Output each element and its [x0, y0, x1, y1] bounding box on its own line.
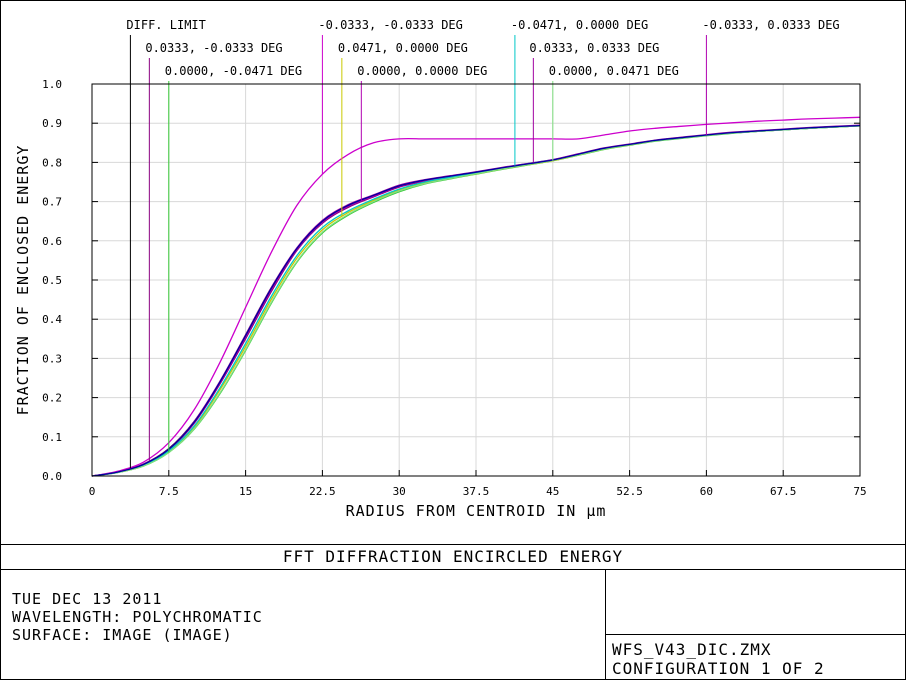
encircled-energy-chart: DIFF. LIMIT 0.0333, -0.0333 DEG 0.0000, -0… [14, 18, 867, 520]
plot-border [91, 83, 861, 477]
x-tick-label: 75 [853, 485, 866, 498]
x-tick-label: 37.5 [463, 485, 490, 498]
series-line [91, 124, 861, 477]
date-text: TUE DEC 13 2011 [12, 590, 163, 608]
footer-divider-vertical [605, 569, 606, 680]
x-tick-label: 0 [89, 485, 96, 498]
y-tick-label: 0.8 [42, 156, 62, 169]
y-tick-label: 0.2 [42, 392, 62, 405]
surface-text: SURFACE: IMAGE (IMAGE) [12, 626, 233, 644]
x-tick-label: 45 [546, 485, 559, 498]
chart-title: FFT DIFFRACTION ENCIRCLED ENERGY [0, 544, 906, 570]
series-line [91, 116, 861, 477]
field-label: -0.0471, 0.0000 DEG [511, 18, 648, 32]
filename-text: WFS_V43_DIC.ZMX [612, 640, 772, 659]
y-tick-label: 0.4 [42, 313, 62, 326]
y-tick-label: 0.6 [42, 235, 62, 248]
file-info-block: WFS_V43_DIC.ZMX CONFIGURATION 1 OF 2 [612, 640, 825, 678]
info-block: TUE DEC 13 2011 WAVELENGTH: POLYCHROMATI… [12, 590, 263, 644]
x-tick-label: 67.5 [770, 485, 797, 498]
field-label: -0.0333, 0.0333 DEG [702, 18, 839, 32]
wavelength-text: WAVELENGTH: POLYCHROMATIC [12, 608, 263, 626]
y-tick-label: 0.1 [42, 431, 62, 444]
x-tick-label: 30 [393, 485, 406, 498]
field-label: 0.0333, 0.0333 DEG [529, 41, 659, 55]
field-label: 0.0471, 0.0000 DEG [338, 41, 468, 55]
x-tick-label: 7.5 [159, 485, 179, 498]
x-axis-label: RADIUS FROM CENTROID IN µm [346, 502, 607, 520]
field-label: 0.0333, -0.0333 DEG [145, 41, 282, 55]
field-label: 0.0000, -0.0471 DEG [165, 64, 302, 78]
configuration-text: CONFIGURATION 1 OF 2 [612, 659, 825, 678]
footer-divider-horizontal [606, 634, 906, 635]
field-label: 0.0000, 0.0471 DEG [549, 64, 679, 78]
x-tick-label: 22.5 [309, 485, 336, 498]
y-axis-label: FRACTION OF ENCLOSED ENERGY [14, 145, 32, 416]
y-tick-label: 0.3 [42, 352, 62, 365]
y-tick-label: 0.5 [42, 274, 62, 287]
field-label: DIFF. LIMIT [126, 18, 205, 32]
x-tick-label: 52.5 [616, 485, 643, 498]
x-tick-label: 15 [239, 485, 252, 498]
y-tick-label: 0.9 [42, 117, 62, 130]
y-tick-label: 1.0 [42, 78, 62, 91]
y-tick-label: 0.7 [42, 196, 62, 209]
x-tick-label: 60 [700, 485, 713, 498]
field-label: -0.0333, -0.0333 DEG [318, 18, 463, 32]
y-tick-label: 0.0 [42, 470, 62, 483]
field-label: 0.0000, 0.0000 DEG [357, 64, 487, 78]
